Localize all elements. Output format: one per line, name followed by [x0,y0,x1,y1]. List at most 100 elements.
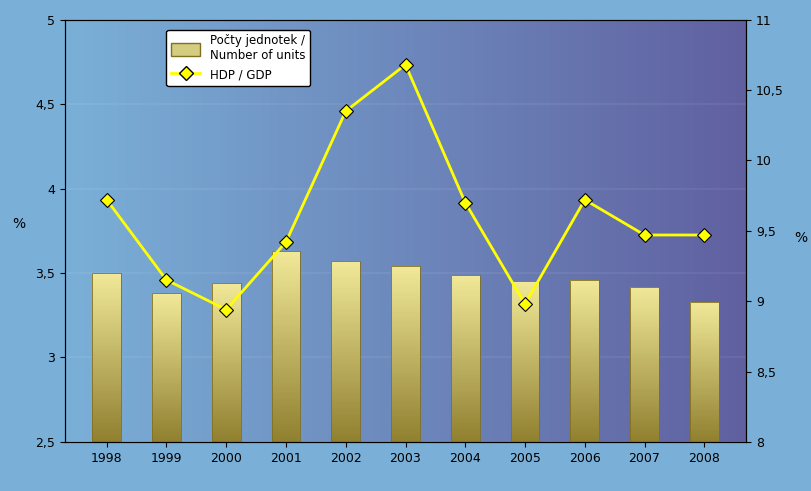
Bar [92,391,121,393]
Bar [570,434,599,436]
Bar [212,375,241,377]
Bar [92,296,121,299]
Bar [690,412,719,414]
Bar [630,368,659,370]
Bar [152,412,181,414]
Bar [92,341,121,343]
Bar [511,318,539,320]
Bar [451,277,480,279]
Bar [511,412,539,414]
Bar [451,333,480,335]
Bar [212,285,241,287]
Bar [212,321,241,323]
Bar [391,436,420,437]
Bar [511,300,539,301]
Bar [92,302,121,304]
Bar [391,321,420,324]
Bar [630,415,659,417]
Bar [511,406,539,408]
Bar [152,362,181,364]
Bar [451,419,480,421]
Bar [630,304,659,306]
Bar [92,353,121,355]
Bar [570,292,599,294]
Bar [511,414,539,416]
Bar [391,405,420,407]
Bar [152,394,181,395]
Bar [511,283,539,285]
Bar [152,358,181,360]
Bar [630,310,659,312]
Bar [391,372,420,374]
Bar [630,430,659,432]
Bar [92,406,121,408]
Bar [152,401,181,403]
Bar [391,330,420,332]
Bar [272,330,300,332]
Bar [570,290,599,292]
Bar [92,412,121,414]
Bar [630,358,659,360]
Bar [391,306,420,308]
Bar [152,316,181,317]
Bar [152,319,181,321]
Bar [391,315,420,317]
Bar [212,299,241,301]
Bar [511,368,539,370]
Bar [272,325,300,327]
Bar [570,420,599,422]
Bar [212,309,241,311]
Bar [451,360,480,362]
Bar [92,292,121,294]
Bar [451,392,480,394]
Bar [152,328,181,330]
Bar [391,358,420,361]
Bar [451,415,480,417]
Bar [212,420,241,422]
Bar [630,391,659,393]
Bar [152,308,181,310]
Bar [92,425,121,427]
Bar [391,273,420,275]
Bar [391,400,420,403]
Bar [391,279,420,282]
Bar [391,411,420,413]
Bar [630,312,659,314]
Bar [511,331,539,333]
Bar [152,338,181,340]
Bar [152,332,181,334]
Bar [630,322,659,324]
Bar [272,273,300,275]
Bar [570,280,599,282]
Bar [331,388,360,390]
Bar [630,405,659,407]
Bar [272,397,300,399]
Bar [511,294,539,296]
Bar [92,440,121,442]
Bar [511,436,539,438]
Bar [690,325,719,326]
Bar [331,320,360,322]
Bar [391,275,420,277]
Y-axis label: %: % [794,231,807,245]
Bar [272,351,300,354]
Bar [272,253,300,256]
Bar [212,331,241,333]
Bar [511,326,539,327]
Bar [391,352,420,354]
Bar [391,398,420,400]
Bar [212,428,241,430]
Bar [570,367,599,369]
Bar [272,373,300,375]
Bar [92,387,121,389]
Bar [570,310,599,312]
Bar [690,351,719,353]
Bar [331,315,360,318]
Bar [212,400,241,402]
Bar [570,432,599,434]
Bar [272,375,300,378]
Bar [272,420,300,423]
Bar [92,393,121,395]
Bar [630,316,659,318]
Bar [511,438,539,440]
